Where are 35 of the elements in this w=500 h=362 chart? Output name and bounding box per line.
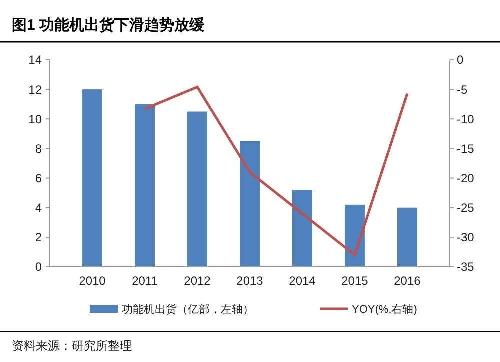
x-tick-label: 2016 [394, 274, 422, 288]
y2-tick-label: -35 [457, 260, 475, 274]
y2-tick-label: -5 [457, 82, 468, 97]
y2-tick-label: -15 [457, 142, 475, 156]
y2-tick-label: 0 [457, 53, 464, 68]
y2-tick-label: -30 [457, 230, 475, 245]
y2-tick-label: -20 [457, 171, 475, 186]
bar [135, 104, 155, 267]
text: 资料来源：研究所整理 [12, 339, 132, 353]
x-tick-label: 2014 [289, 274, 316, 288]
y-tick-label: 10 [28, 112, 42, 126]
bar [292, 190, 312, 267]
x-tick-label: 2010 [79, 274, 106, 288]
y-tick-label: 6 [35, 171, 42, 186]
y2-tick-label: -10 [457, 112, 475, 126]
bar [398, 208, 418, 267]
x-tick-label: 2015 [342, 274, 369, 288]
bar [82, 90, 102, 267]
y-tick-label: 12 [28, 82, 42, 97]
y-tick-label: 14 [28, 53, 42, 68]
chart-title: 图1 功能机出货下滑趋势放缓 [12, 17, 206, 34]
x-tick-label: 2011 [132, 274, 158, 288]
line-series [144, 86, 409, 256]
bar [188, 112, 208, 267]
legend-label: YOY(%,右轴) [352, 302, 418, 316]
legend-label: 功能机出货（亿部，左轴） [122, 302, 254, 316]
y-tick-label: 4 [35, 201, 42, 216]
y-tick-label: 8 [35, 142, 42, 156]
y-tick-label: 0 [35, 260, 42, 274]
x-tick-label: 2012 [184, 274, 212, 288]
bar [345, 204, 365, 267]
bar [240, 141, 260, 267]
y-tick-label: 2 [35, 230, 42, 245]
y2-tick-label: -25 [457, 201, 475, 216]
x-tick-label: 2013 [236, 274, 264, 288]
